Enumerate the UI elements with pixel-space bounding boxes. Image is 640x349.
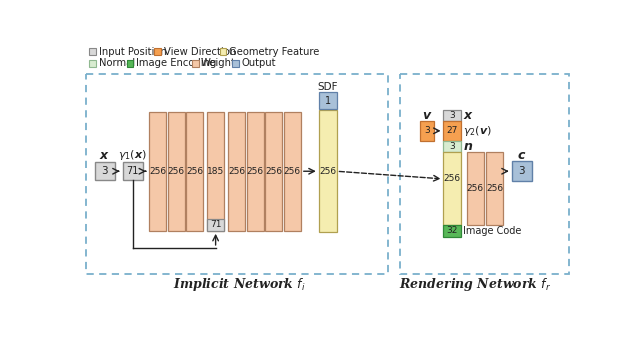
Text: $\boldsymbol{n}$: $\boldsymbol{n}$ (463, 140, 473, 153)
Bar (511, 161, 532, 181)
Text: SDF: SDF (317, 82, 339, 92)
Text: 71: 71 (127, 166, 139, 176)
Bar (246, 112, 264, 231)
Bar (232, 60, 239, 67)
Text: $\boldsymbol{x}$: $\boldsymbol{x}$ (99, 149, 110, 162)
Bar (228, 112, 245, 231)
Text: 3: 3 (449, 142, 455, 151)
Bar (420, 121, 434, 141)
Text: 256: 256 (168, 167, 185, 176)
Bar (149, 112, 166, 231)
Bar (127, 60, 134, 67)
Bar (444, 151, 461, 225)
Text: $\boldsymbol{v}$: $\boldsymbol{v}$ (422, 109, 433, 122)
Bar (168, 112, 184, 231)
Text: Input Position: Input Position (99, 46, 166, 57)
Bar (444, 225, 461, 237)
Bar (90, 48, 96, 55)
Text: 3: 3 (424, 126, 430, 135)
Bar (319, 110, 337, 232)
Bar (95, 162, 115, 180)
Bar (123, 162, 143, 180)
Text: Image Encoding: Image Encoding (136, 58, 216, 68)
Text: 185: 185 (207, 167, 224, 176)
Text: Image Code: Image Code (463, 226, 521, 236)
Text: $\gamma_2(\boldsymbol{v})$: $\gamma_2(\boldsymbol{v})$ (463, 124, 492, 138)
Text: 71: 71 (210, 220, 221, 229)
Text: 27: 27 (446, 126, 458, 135)
Text: View Direction: View Direction (164, 46, 236, 57)
Text: 256: 256 (284, 167, 301, 176)
Bar (191, 60, 198, 67)
Text: Geometry Feature: Geometry Feature (229, 46, 319, 57)
Text: 256: 256 (444, 174, 461, 184)
Bar (186, 112, 204, 231)
Text: 32: 32 (446, 227, 458, 236)
Text: $\boldsymbol{x}$: $\boldsymbol{x}$ (463, 109, 474, 122)
Text: 256: 256 (467, 184, 484, 193)
Bar (444, 110, 461, 121)
Bar (444, 121, 461, 141)
Text: Output: Output (241, 58, 276, 68)
Text: 3: 3 (102, 166, 108, 176)
Text: 256: 256 (186, 167, 204, 176)
Text: 256: 256 (228, 167, 245, 176)
Text: 1: 1 (325, 96, 331, 106)
Text: 256: 256 (319, 167, 337, 176)
Text: 256: 256 (246, 167, 264, 176)
Text: Normal: Normal (99, 58, 135, 68)
Text: 256: 256 (486, 184, 503, 193)
Bar (207, 112, 224, 231)
Bar (90, 60, 96, 67)
Bar (284, 112, 301, 231)
Bar (319, 92, 337, 109)
Text: 256: 256 (149, 167, 166, 176)
Text: 3: 3 (449, 111, 455, 120)
Text: $\gamma_1(\boldsymbol{x})$: $\gamma_1(\boldsymbol{x})$ (118, 148, 147, 162)
Text: Weights: Weights (201, 58, 241, 68)
Bar (467, 151, 484, 225)
Bar (444, 141, 461, 151)
Text: 256: 256 (265, 167, 282, 176)
Text: $\boldsymbol{c}$: $\boldsymbol{c}$ (517, 149, 526, 162)
Text: Implicit Network $f_i$: Implicit Network $f_i$ (173, 276, 305, 293)
Bar (154, 48, 161, 55)
Bar (265, 112, 282, 231)
Bar (220, 48, 227, 55)
Text: Rendering Network $f_r$: Rendering Network $f_r$ (399, 276, 552, 293)
Text: 3: 3 (518, 166, 525, 176)
Bar (207, 218, 224, 231)
Bar (486, 151, 503, 225)
